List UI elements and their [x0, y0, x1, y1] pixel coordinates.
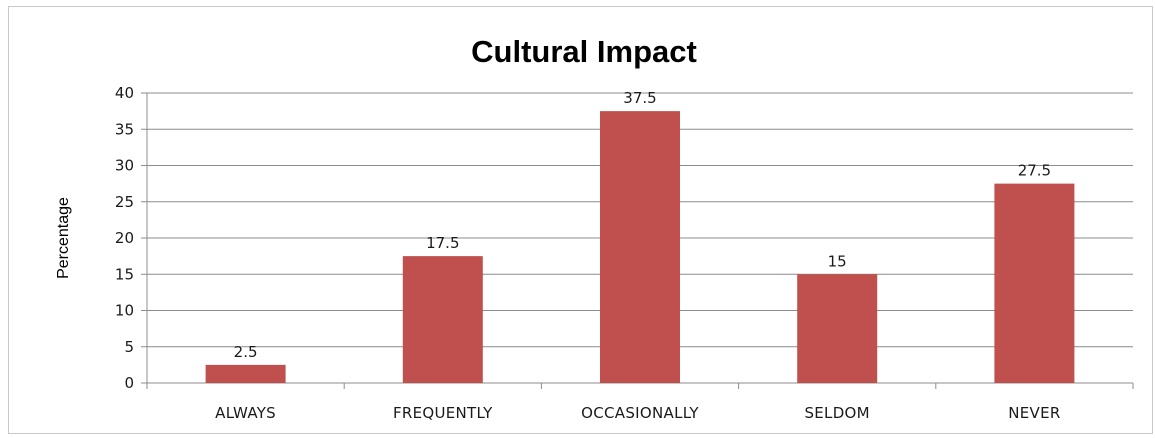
y-tick-label: 40 — [115, 84, 134, 102]
x-category-label: NEVER — [1008, 404, 1060, 422]
y-axis-label: Percentage — [55, 197, 72, 279]
y-tick-label: 0 — [124, 374, 134, 392]
bar-never — [994, 183, 1075, 383]
data-label: 37.5 — [623, 89, 656, 107]
chart-title: Cultural Impact — [471, 34, 697, 69]
chart-frame — [8, 6, 1153, 434]
y-tick-label: 20 — [115, 229, 134, 247]
data-label: 17.5 — [426, 234, 459, 252]
bars — [205, 111, 1075, 383]
y-tick-label: 30 — [115, 157, 134, 175]
y-tick-label: 5 — [124, 338, 134, 356]
y-tick-label: 15 — [115, 265, 134, 283]
x-category-label: SELDOM — [804, 404, 869, 422]
y-tick-labels: 0 5 10 15 20 25 30 35 40 — [115, 84, 134, 392]
bar-occasionally — [600, 111, 680, 383]
data-label: 15 — [828, 252, 847, 270]
bar-frequently — [402, 256, 483, 383]
data-labels: 2.5 17.5 37.5 15 27.5 — [234, 89, 1051, 361]
data-label: 27.5 — [1018, 162, 1051, 180]
y-tick-label: 35 — [115, 120, 134, 138]
x-category-label: FREQUENTLY — [393, 404, 493, 422]
x-category-label: OCCASIONALLY — [581, 404, 699, 422]
y-tick-label: 25 — [115, 193, 134, 211]
y-tick-label: 10 — [115, 302, 134, 320]
x-category-label: ALWAYS — [215, 404, 276, 422]
bar-always — [205, 364, 286, 383]
bar-seldom — [797, 274, 878, 383]
data-label: 2.5 — [234, 343, 258, 361]
x-category-labels: ALWAYS FREQUENTLY OCCASIONALLY SELDOM NEVER — [215, 404, 1060, 422]
